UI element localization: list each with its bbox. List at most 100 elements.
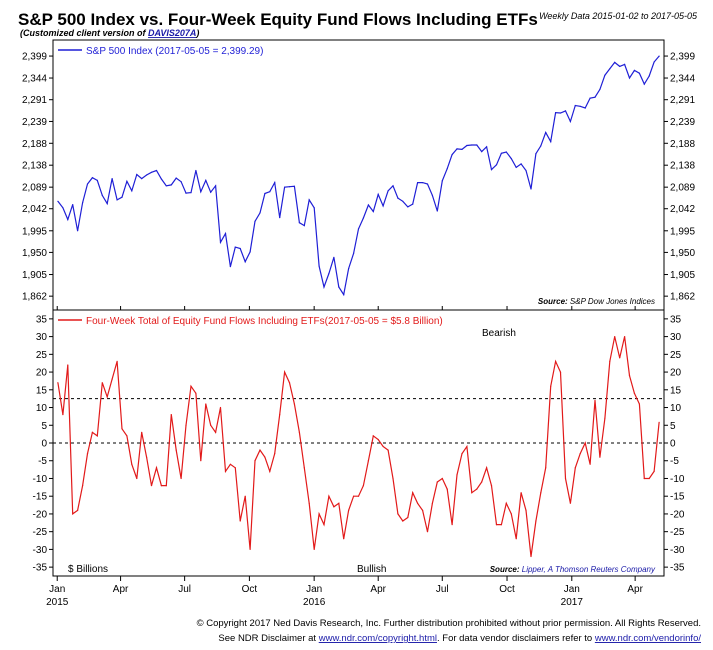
- flows-point: [146, 456, 148, 458]
- flows-point: [372, 435, 374, 437]
- x-year-label: 2017: [561, 597, 584, 608]
- spx-point: [633, 69, 636, 71]
- copyright-link[interactable]: www.ndr.com/copyright.html: [318, 633, 437, 644]
- spx-point: [564, 110, 567, 112]
- spx-point: [205, 179, 207, 181]
- flows-point: [111, 378, 113, 380]
- spx-point: [614, 61, 616, 64]
- flows-point: [377, 438, 379, 441]
- flows-point: [303, 467, 305, 469]
- copyright-line: © Copyright 2017 Ned Davis Research, Inc…: [197, 618, 701, 629]
- spx-panel-frame: [52, 39, 665, 311]
- flows-point: [239, 520, 241, 522]
- spx-point: [72, 204, 74, 206]
- x-year-label: 2016: [303, 597, 326, 608]
- flows-point: [609, 360, 611, 362]
- spx-point: [298, 222, 300, 224]
- spx-point: [382, 205, 384, 207]
- flows-right-tick-label: 35: [670, 314, 682, 325]
- spx-point: [190, 192, 192, 194]
- flows-point: [141, 431, 143, 433]
- flows-point: [254, 460, 256, 462]
- spx-point: [604, 74, 606, 76]
- spx-point: [624, 63, 626, 65]
- flows-point: [91, 431, 93, 433]
- x-tick-label: Jan: [564, 584, 580, 595]
- spx-point: [185, 192, 187, 194]
- flows-left-tick-label: -30: [33, 545, 48, 556]
- flows-point: [422, 509, 424, 511]
- flows-right-tick-label: -20: [670, 509, 685, 520]
- flows-point: [367, 460, 369, 462]
- flows-point: [456, 474, 458, 476]
- spx-point: [141, 178, 143, 180]
- flows-point: [471, 492, 473, 494]
- flows-point: [653, 470, 655, 472]
- flows-point: [495, 524, 498, 526]
- spx-point: [224, 233, 227, 235]
- spx-point: [515, 166, 517, 168]
- spx-point: [323, 286, 325, 288]
- spx-point: [609, 68, 611, 70]
- flows-point: [155, 467, 158, 469]
- flows-point: [165, 485, 167, 487]
- spx-point: [510, 158, 512, 160]
- spx-point: [219, 241, 222, 243]
- spx-point: [279, 217, 281, 219]
- flows-point: [205, 403, 207, 405]
- spx-point: [387, 190, 389, 192]
- spx-point: [239, 247, 241, 250]
- flows-point: [490, 485, 493, 487]
- spx-left-tick-label: 1,862: [22, 292, 47, 303]
- flows-right-tick-label: -5: [670, 456, 679, 467]
- spx-right-tick-label: 2,291: [670, 95, 695, 106]
- spx-point: [407, 206, 409, 208]
- flows-point: [579, 453, 581, 455]
- flows-point: [323, 524, 325, 526]
- flows-point: [569, 502, 572, 504]
- spx-point: [520, 163, 522, 165]
- spx-point: [116, 199, 118, 201]
- spx-point: [274, 182, 276, 184]
- spx-point: [555, 112, 557, 114]
- spx-point: [180, 181, 182, 183]
- vendor-link[interactable]: www.ndr.com/vendorinfo/: [594, 633, 701, 644]
- flows-point: [648, 477, 650, 480]
- spx-point: [569, 120, 572, 123]
- flows-point: [505, 502, 507, 504]
- flows-point: [589, 463, 591, 465]
- davis-link[interactable]: DAVIS207A: [148, 28, 196, 38]
- flows-point: [525, 509, 527, 511]
- spx-panel: 1,862 1,862 1,905 1,905 1,950 1,950 1,995 1,995…: [22, 52, 695, 303]
- spx-point: [648, 75, 650, 77]
- flows-left-tick-label: -5: [38, 456, 47, 467]
- spx-point: [348, 268, 350, 270]
- flows-point: [121, 428, 123, 430]
- spx-point: [353, 252, 355, 254]
- flows-point: [461, 453, 463, 455]
- spx-point: [471, 144, 473, 146]
- x-tick-label: Apr: [627, 584, 643, 595]
- spx-point: [249, 251, 251, 253]
- flows-point: [520, 492, 522, 494]
- spx-point: [643, 83, 645, 85]
- flows-left-tick-label: 35: [36, 314, 48, 325]
- spx-point: [244, 261, 246, 263]
- flows-point: [293, 403, 295, 405]
- flows-point: [86, 453, 89, 455]
- spx-point: [584, 107, 586, 109]
- flows-point: [599, 456, 601, 458]
- flows-point: [284, 371, 286, 373]
- flows-left-tick-label: 5: [41, 421, 47, 432]
- spx-right-tick-label: 2,188: [670, 139, 695, 150]
- spx-point: [229, 266, 231, 268]
- spx-point: [535, 153, 537, 155]
- flows-left-tick-label: 0: [41, 439, 47, 450]
- flows-right-tick-label: 20: [670, 368, 682, 379]
- flows-point: [402, 520, 404, 522]
- spx-point: [175, 177, 177, 179]
- spx-point: [106, 203, 108, 205]
- flows-point: [614, 336, 616, 338]
- flows-right-tick-label: 5: [670, 421, 676, 432]
- flows-point: [426, 531, 429, 533]
